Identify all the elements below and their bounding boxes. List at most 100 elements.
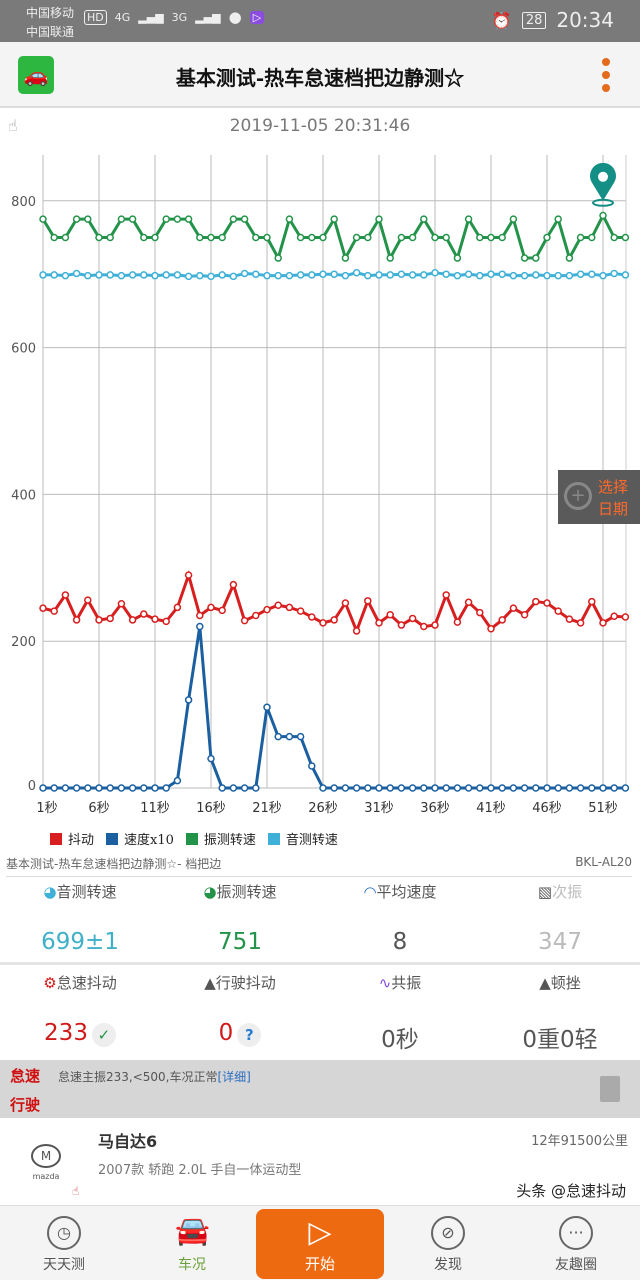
stat-label: ▲顿挫 bbox=[480, 968, 640, 998]
legend-swatch bbox=[50, 833, 62, 845]
chat-bubble-icon: ··· bbox=[559, 1216, 593, 1250]
legend-item: 速度x10 bbox=[106, 829, 174, 848]
tap-hand-icon[interactable]: ☝ bbox=[72, 1184, 80, 1198]
data-point bbox=[520, 271, 529, 280]
data-point bbox=[408, 784, 417, 792]
data-point bbox=[576, 619, 585, 627]
data-point bbox=[173, 271, 182, 279]
pulse-icon: ∿ bbox=[378, 974, 392, 992]
data-point bbox=[184, 696, 193, 704]
stat-label: ⚙怠速抖动 bbox=[0, 968, 160, 998]
stat-cell[interactable]: ∿共振 0秒 bbox=[320, 968, 480, 1060]
nav-discover[interactable]: ⊘ 发现 bbox=[398, 1206, 498, 1274]
data-point bbox=[543, 599, 551, 607]
data-point bbox=[196, 271, 204, 280]
data-point bbox=[240, 269, 249, 278]
data-point bbox=[84, 215, 92, 223]
data-point bbox=[498, 233, 506, 242]
signal-3g-icon: 3G bbox=[171, 10, 188, 24]
data-point bbox=[308, 271, 316, 279]
nav-label: 发现 bbox=[434, 1257, 462, 1273]
data-point bbox=[173, 215, 182, 223]
stat-value-text: 699±1 bbox=[41, 929, 119, 955]
data-point bbox=[61, 271, 70, 280]
waveform-icon: ▧ bbox=[537, 883, 553, 901]
bottom-nav: ◷ 天天测 🚘 车况 ▷ 开始 ⊘ 发现 ··· 友趣圈 bbox=[0, 1206, 640, 1280]
select-date-button[interactable]: + 选择 日期 bbox=[558, 470, 640, 524]
app-logo-car-icon[interactable]: 🚗 bbox=[18, 56, 54, 94]
carrier-2: 中国联通 bbox=[26, 25, 75, 39]
diagnosis-notice: 怠速 行驶 怠速主振233,<500,车况正常[详细] bbox=[0, 1060, 640, 1118]
legend-item: 抖动 bbox=[50, 829, 94, 848]
nav-friends[interactable]: ··· 友趣圈 bbox=[526, 1206, 626, 1274]
data-point bbox=[476, 608, 484, 617]
data-point bbox=[61, 233, 70, 242]
more-menu-icon[interactable] bbox=[602, 58, 610, 97]
stat-label-text: 音测转速 bbox=[56, 883, 117, 901]
stats-row-1: ◕音测转速 699±1 ◕振测转速 751 ◠平均速度 8 ▧次振 347 bbox=[0, 877, 640, 965]
stat-cell[interactable]: ▧次振 347 bbox=[480, 877, 640, 962]
brand-text: mazda bbox=[32, 1172, 60, 1181]
stat-label-text: 行驶抖动 bbox=[215, 974, 276, 992]
detail-link[interactable]: [详细] bbox=[217, 1070, 251, 1084]
data-point bbox=[599, 784, 607, 792]
data-point bbox=[352, 233, 361, 242]
app-header: 🚗 基本测试-热车怠速档把边静测☆ bbox=[0, 42, 640, 108]
data-point bbox=[207, 603, 215, 612]
stat-label: ▧次振 bbox=[480, 877, 640, 907]
stat-value-text: 233 bbox=[44, 1020, 88, 1046]
data-point bbox=[50, 233, 58, 242]
data-point bbox=[375, 619, 383, 627]
data-point bbox=[476, 271, 484, 280]
stat-value-text: 0重0轻 bbox=[522, 1027, 598, 1053]
signal-4g-icon: 4G bbox=[114, 10, 131, 24]
x-tick-label: 6秒 bbox=[88, 801, 109, 816]
trash-icon[interactable] bbox=[600, 1076, 620, 1102]
nav-car-status[interactable]: 🚘 车况 bbox=[142, 1206, 242, 1274]
data-point bbox=[140, 271, 148, 279]
data-point bbox=[464, 270, 473, 278]
data-point bbox=[554, 784, 562, 792]
data-point bbox=[50, 607, 58, 615]
stats-row-2: ⚙怠速抖动 233 ✓ ▲行驶抖动 0? ∿共振 0秒 ▲顿挫 0重0轻 bbox=[0, 968, 640, 1060]
compass-icon: ⊘ bbox=[431, 1216, 465, 1250]
stat-value: 0? bbox=[160, 1020, 320, 1047]
data-point bbox=[341, 271, 350, 280]
status-bar: 中国移动 中国联通 HD 4G ▂▄▆ 3G ▂▄▆ ● ▷ ⏰ 28 20:34 bbox=[0, 0, 640, 42]
nav-label: 车况 bbox=[178, 1257, 206, 1273]
battery-icon: 28 bbox=[521, 11, 547, 29]
location-pin-icon bbox=[590, 162, 616, 207]
data-point bbox=[229, 784, 238, 792]
clock: 20:34 bbox=[556, 8, 614, 32]
stat-cell[interactable]: ▲行驶抖动 0? bbox=[160, 968, 320, 1060]
data-point bbox=[386, 254, 394, 262]
data-point bbox=[487, 233, 495, 242]
data-point bbox=[274, 254, 282, 262]
stat-cell[interactable]: ◠平均速度 8 bbox=[320, 877, 480, 962]
data-point bbox=[128, 616, 137, 624]
data-point bbox=[296, 271, 305, 279]
stat-cell[interactable]: ▲顿挫 0重0轻 bbox=[480, 968, 640, 1060]
stat-cell[interactable]: ◕振测转速 751 bbox=[160, 877, 320, 962]
data-point bbox=[375, 271, 383, 279]
data-point bbox=[352, 627, 361, 635]
x-tick-label: 1秒 bbox=[36, 801, 57, 816]
stat-cell[interactable]: ◕音测转速 699±1 bbox=[0, 877, 160, 962]
help-icon[interactable]: ? bbox=[237, 1023, 262, 1047]
data-point bbox=[498, 616, 506, 624]
data-point bbox=[229, 272, 238, 281]
data-point bbox=[565, 271, 574, 280]
data-point bbox=[285, 215, 294, 223]
x-tick-label: 46秒 bbox=[532, 801, 562, 816]
y-tick-label: 400 bbox=[11, 488, 36, 503]
nav-daily-test[interactable]: ◷ 天天测 bbox=[14, 1206, 114, 1274]
data-point bbox=[330, 270, 338, 278]
car-name: 马自达6 bbox=[98, 1132, 158, 1151]
check-icon[interactable]: ✓ bbox=[91, 1023, 116, 1047]
swipe-hand-icon[interactable]: ☝ bbox=[8, 116, 18, 135]
start-button[interactable]: ▷ 开始 bbox=[256, 1209, 384, 1279]
x-tick-label: 36秒 bbox=[420, 801, 450, 816]
data-point bbox=[106, 233, 114, 242]
stat-cell[interactable]: ⚙怠速抖动 233 ✓ bbox=[0, 968, 160, 1060]
